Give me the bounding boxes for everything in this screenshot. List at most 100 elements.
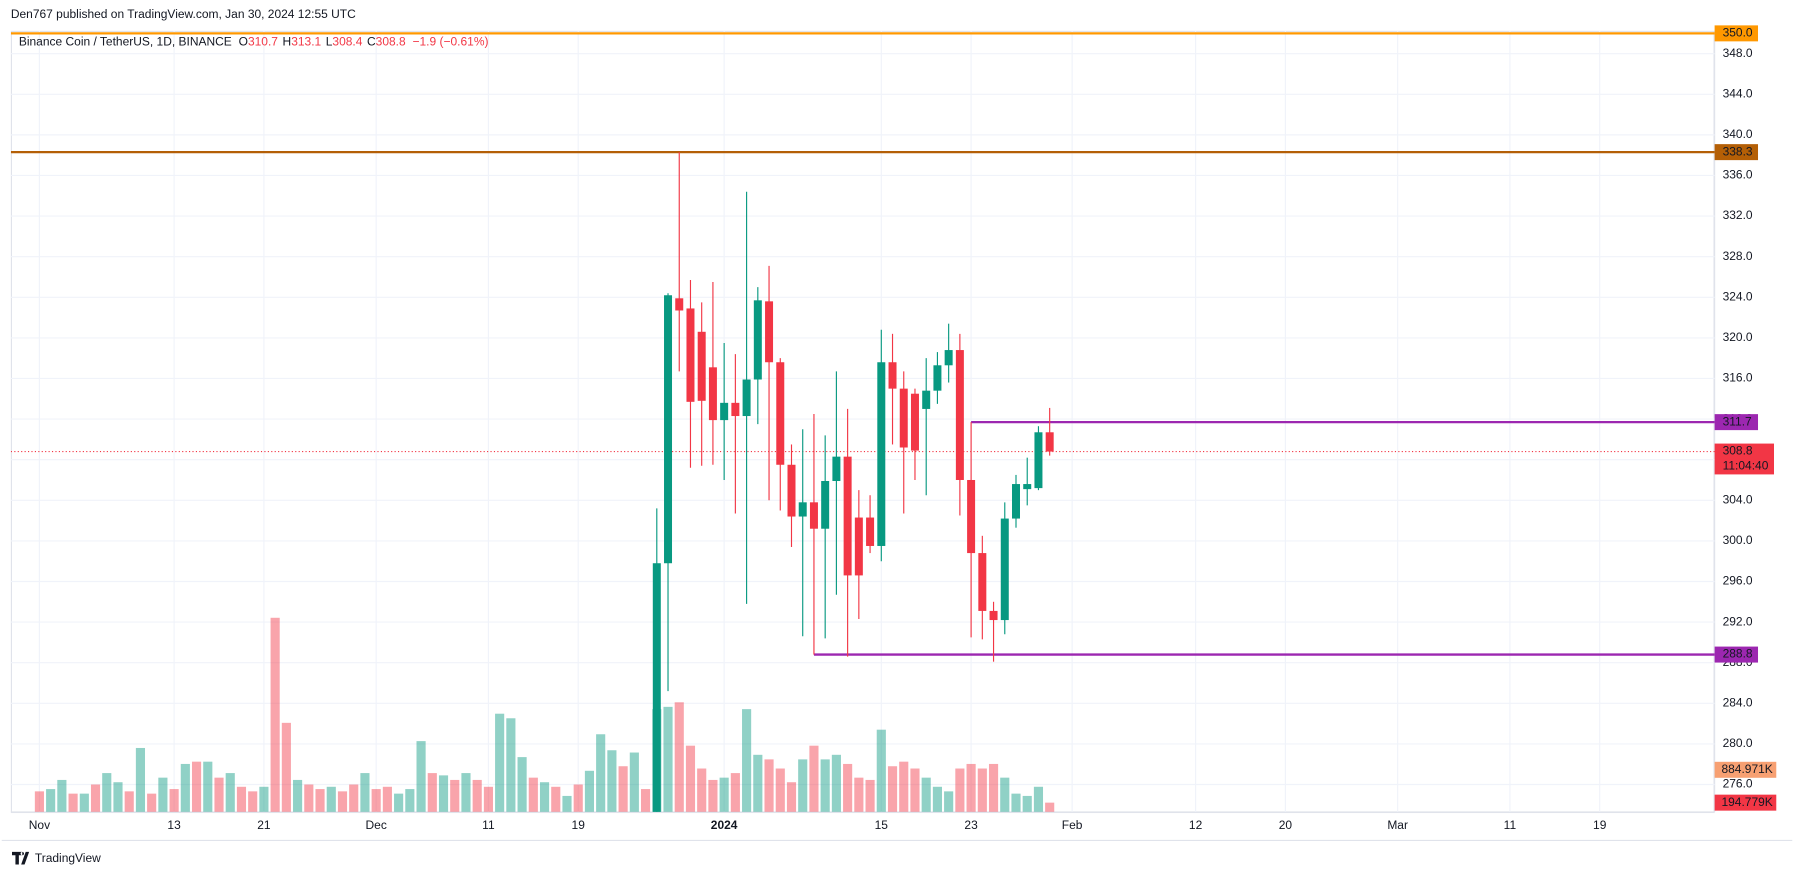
countdown-label: 11:04:40 [1723, 459, 1769, 473]
volume-tag [1714, 761, 1777, 778]
volume-bar [977, 768, 987, 812]
volume-bar [539, 782, 550, 812]
volume-bar [304, 784, 314, 812]
volume-bar [158, 777, 168, 812]
candle-body [1045, 432, 1054, 452]
x-tick-label: 23 [964, 818, 978, 832]
volume-bar [360, 773, 370, 812]
candle-body [877, 362, 886, 546]
x-tick-label: 12 [1189, 818, 1203, 832]
volume-bar [79, 793, 89, 812]
volume-bar [1045, 802, 1055, 812]
volume-bar [1000, 777, 1010, 812]
x-tick-label: 19 [572, 818, 586, 832]
volume-tag-label: 884.971K [1721, 762, 1772, 776]
volume-bar [775, 768, 785, 812]
volume-bar [932, 786, 942, 812]
volume-bar [394, 793, 404, 812]
price-tag [1714, 414, 1759, 431]
x-tick-label: 2024 [711, 818, 738, 832]
y-tick-label: 316.0 [1723, 371, 1753, 385]
candle-body [776, 362, 785, 465]
y-tick-label: 320.0 [1723, 330, 1753, 344]
line-layer [10, 32, 1715, 656]
candle-body [731, 402, 740, 417]
x-tick-label: Feb [1062, 818, 1083, 832]
volume-bar [966, 763, 976, 812]
volume-bar [191, 761, 202, 812]
legend-h: H [283, 34, 292, 48]
volume-bar [113, 782, 123, 812]
candle-body [1034, 432, 1043, 489]
volume-bar [641, 789, 651, 812]
volume-bar [719, 777, 729, 812]
volume-bar [685, 745, 696, 812]
volume-bar [809, 745, 819, 812]
x-tick-label: 19 [1593, 818, 1607, 832]
candle-body [652, 563, 661, 812]
volume-bar [124, 791, 134, 812]
price-tag [1714, 646, 1759, 663]
legend-high: 313.1 [291, 34, 321, 48]
grid [10, 30, 1715, 812]
y-tick-label: 296.0 [1723, 574, 1753, 588]
volume-bar [427, 773, 437, 812]
volume-bar [921, 777, 931, 812]
candle-body [899, 388, 908, 448]
x-tick-label: 11 [1504, 818, 1517, 832]
y-tick-label: 328.0 [1723, 249, 1753, 263]
volume-bar [831, 754, 841, 812]
candle-body [765, 301, 774, 363]
candle-body [967, 479, 976, 554]
volume-bar [90, 784, 101, 812]
publish-header: Den767 published on TradingView.com, Jan… [11, 7, 356, 21]
y-tick-label: 332.0 [1723, 208, 1753, 222]
volume-bar [450, 779, 460, 812]
candle-body [1023, 484, 1032, 490]
volume-bar [1033, 786, 1044, 812]
volume-bar [955, 768, 965, 812]
volume-bar [326, 786, 336, 812]
y-tick-label: 304.0 [1723, 492, 1753, 506]
candle-body [955, 350, 964, 480]
candle-body [742, 379, 751, 417]
volume-bar [865, 779, 875, 812]
volume-bar [798, 759, 808, 812]
volume-bar [854, 777, 864, 812]
legend-change: −1.9 (−0.61%) [413, 34, 489, 48]
volume-bar [495, 713, 505, 812]
x-tick-label: Nov [29, 818, 50, 832]
price-tag-label: 288.8 [1723, 647, 1753, 661]
candle-layer [652, 152, 1054, 812]
y-tick-label: 280.0 [1723, 736, 1753, 750]
volume-bar [68, 793, 78, 812]
volume-bar [337, 791, 348, 812]
volume-bar [102, 773, 112, 812]
volume-bar [876, 729, 886, 812]
volume-bar [57, 779, 67, 812]
volume-bar [708, 779, 718, 812]
x-tick-label: Dec [366, 818, 387, 832]
volume-bar [697, 768, 707, 812]
volume-bar [180, 763, 190, 812]
tv-logo: TradingView [12, 851, 101, 865]
legend-open: 310.7 [248, 34, 278, 48]
x-tick-label: 21 [257, 818, 271, 832]
legend-c: C [367, 34, 376, 48]
volume-bar [461, 773, 471, 812]
y-tick-label: 324.0 [1723, 289, 1753, 303]
price-tag-label: 311.7 [1723, 414, 1752, 428]
price-tag [1714, 25, 1759, 42]
volume-bar [899, 761, 909, 812]
volume-bar [730, 773, 740, 812]
volume-layer [34, 617, 1055, 812]
price-tag-label: 350.0 [1723, 26, 1753, 40]
volume-bar [663, 706, 673, 812]
volume-tag-label: 194.779K [1721, 795, 1772, 809]
legend-title: Binance Coin / TetherUS, 1D, BINANCE [19, 34, 232, 48]
volume-bar [584, 770, 595, 812]
volume-bar [483, 786, 493, 812]
volume-bar [910, 768, 920, 812]
volume-bar [506, 718, 516, 812]
